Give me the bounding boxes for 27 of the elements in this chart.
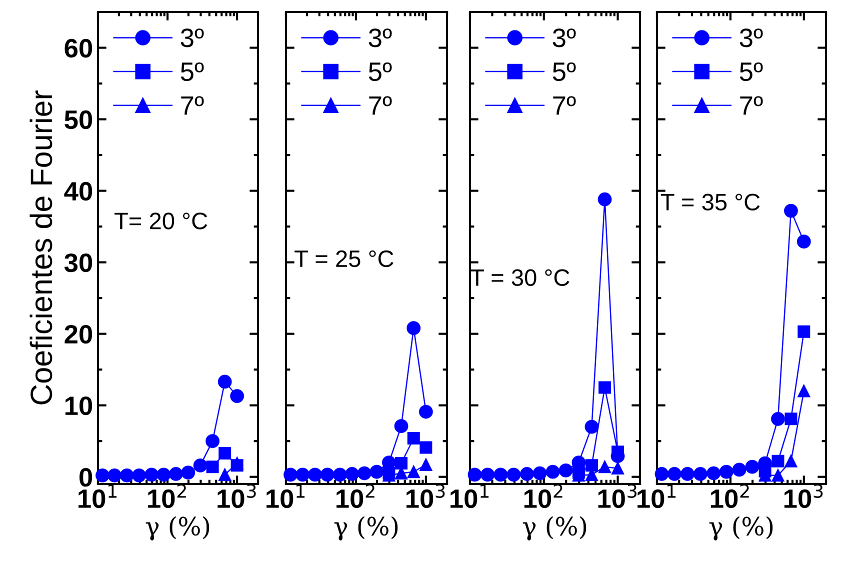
y-tick-label: 50 <box>64 110 92 130</box>
y-axis-title: Coeficientes de Fourier <box>30 90 52 404</box>
annotation: T = 30 °C <box>470 269 570 286</box>
y-tick-label: 10 <box>65 396 92 416</box>
legend-label: 3º <box>180 28 204 48</box>
legend-label: 7º <box>740 96 763 115</box>
legend-label: 7º <box>369 96 392 115</box>
y-tick-label: 30 <box>64 253 92 272</box>
legend-label: 7º <box>181 96 204 115</box>
x-axis-title: γ (%) <box>709 516 773 540</box>
x-axis-title: γ (%) <box>146 516 210 540</box>
y-tick-label: 20 <box>64 324 92 344</box>
x-axis-title: γ (%) <box>522 516 586 540</box>
legend-label: 7º <box>553 96 576 115</box>
legend-label: 3º <box>552 28 576 48</box>
legend-label: 3º <box>740 28 763 48</box>
legend-label: 5º <box>368 62 392 82</box>
legend-label: 5º <box>180 62 204 82</box>
x-axis-title: γ (%) <box>334 516 398 540</box>
annotation: T= 20 °C <box>114 212 208 230</box>
annotation: T = 35 °C <box>660 194 760 210</box>
y-tick-label: 40 <box>64 182 92 201</box>
legend-label: 5º <box>740 62 763 82</box>
legend-label: 5º <box>552 62 576 82</box>
y-tick-label: 60 <box>64 38 92 58</box>
legend-label: 3º <box>368 28 392 48</box>
annotation: T = 25 °C <box>294 250 394 268</box>
